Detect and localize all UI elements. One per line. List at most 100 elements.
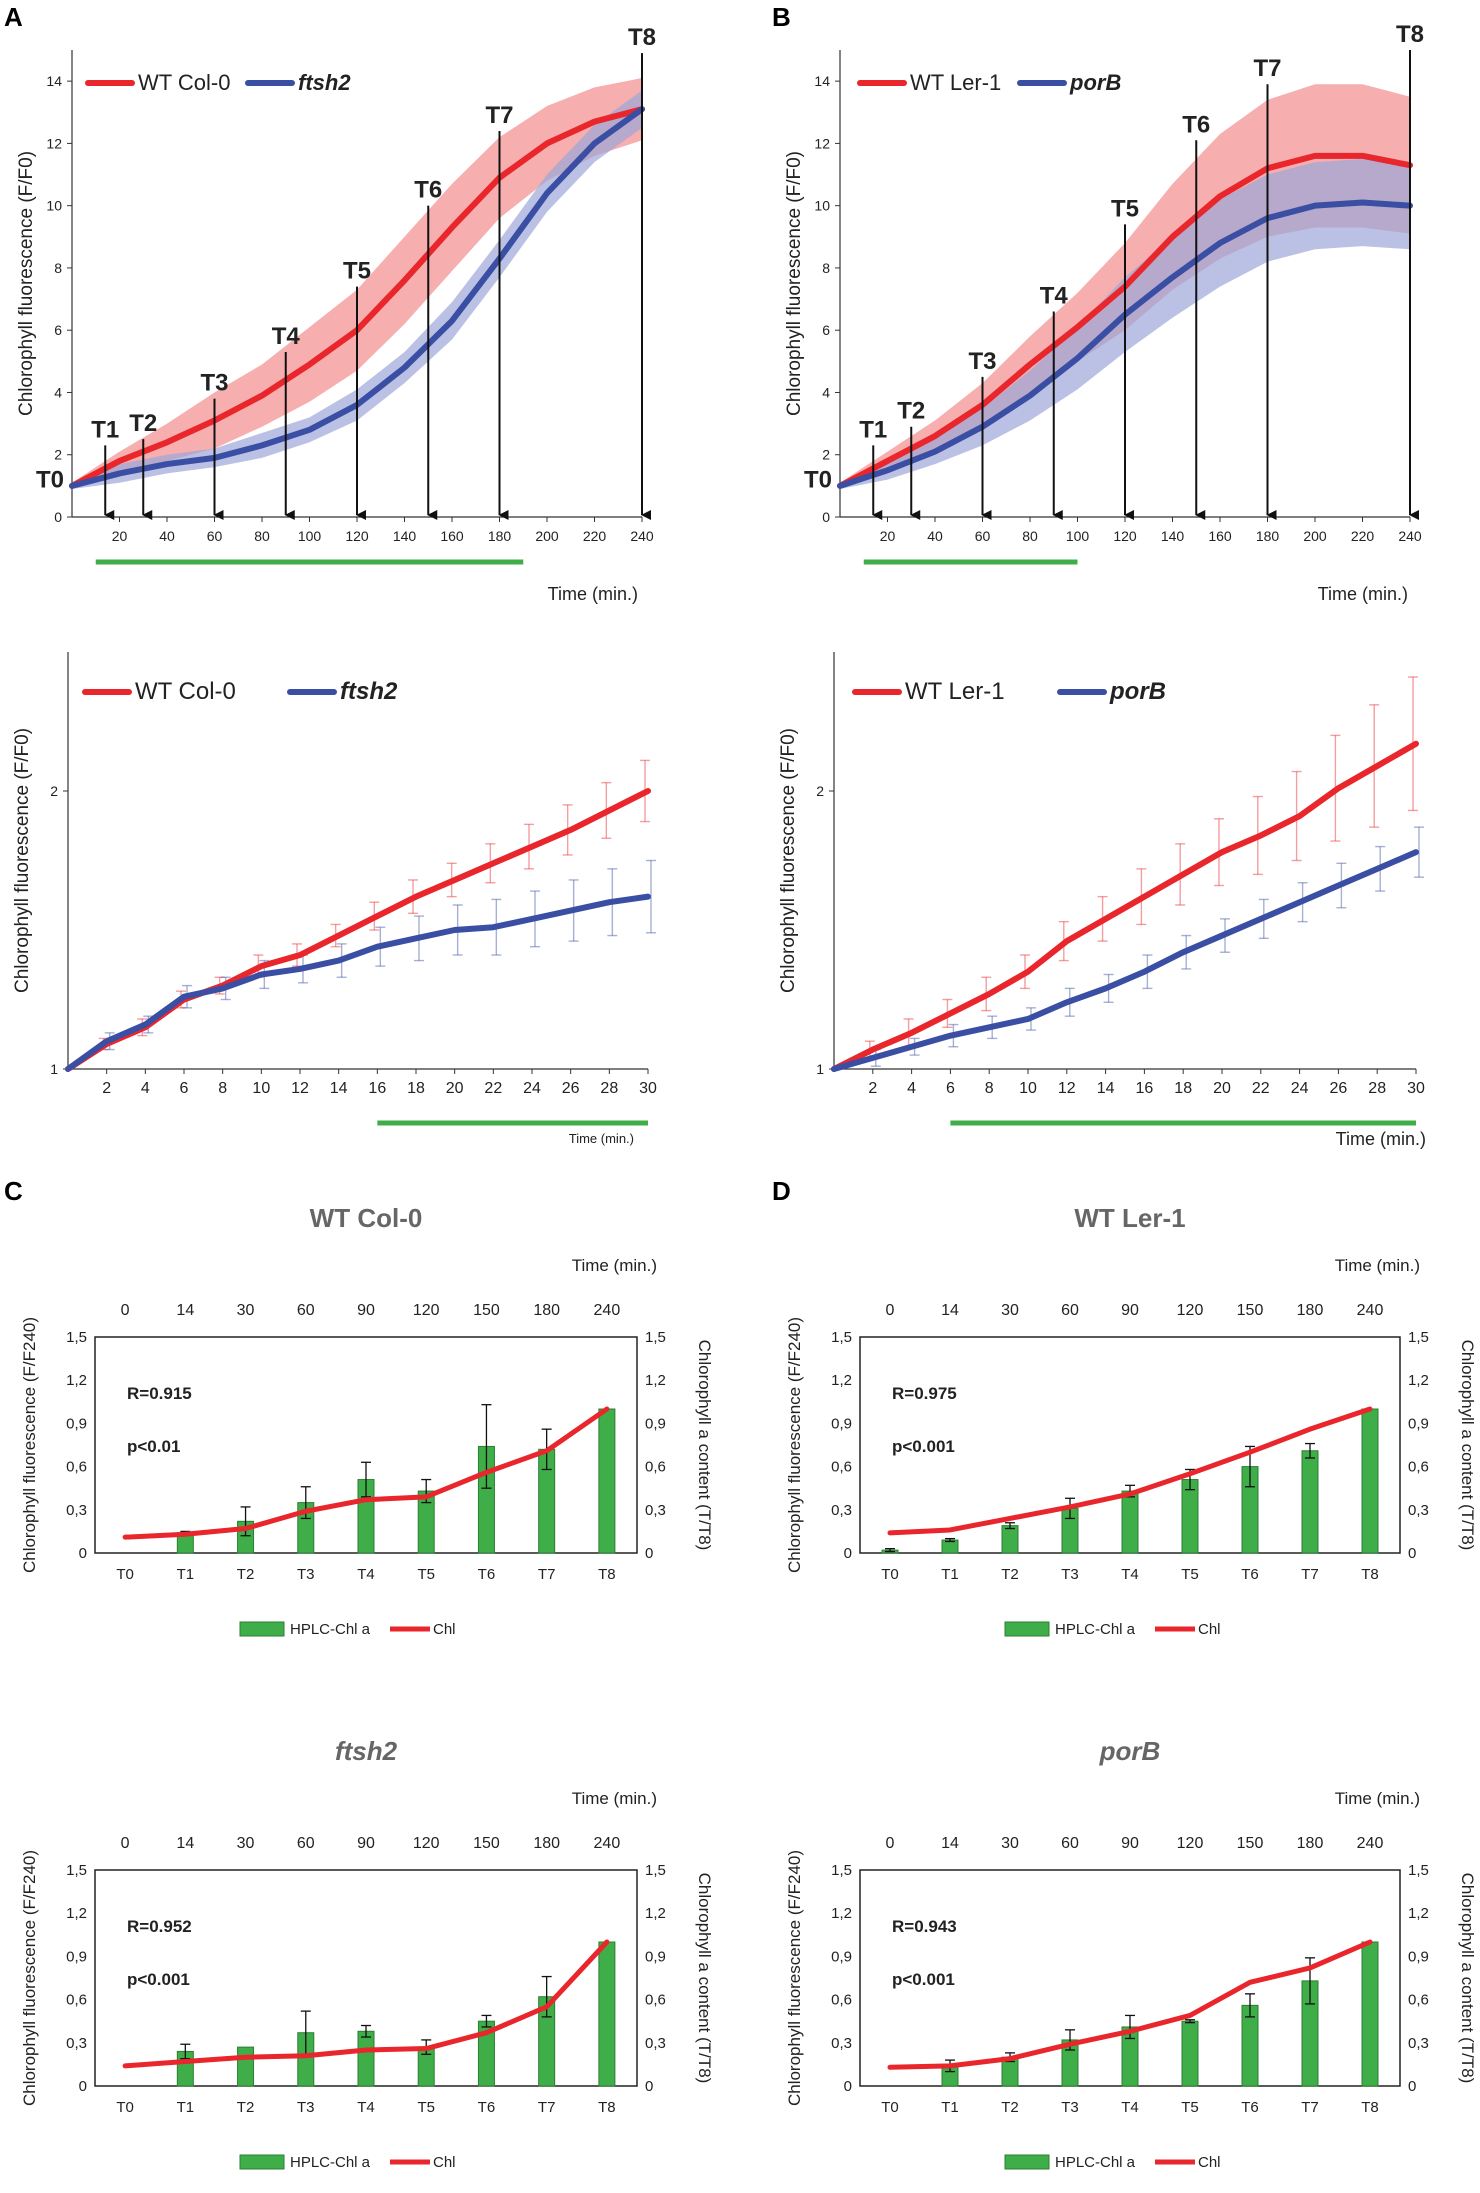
legend-label: porB [1069,70,1121,95]
bar [1301,1450,1319,1554]
x-tick-label: 18 [407,1080,425,1097]
x-tick-label: 2 [868,1080,877,1097]
top-tick-label: 14 [176,1835,194,1852]
stat-p: p<0.001 [892,1970,955,1989]
y-tick-label: 0 [54,509,62,525]
legend-label: WT Ler-1 [910,70,1001,95]
legend-swatch-bar [1004,1621,1050,1637]
series-line-wt-ler-1 [831,740,1419,1072]
timepoint-label: T5 [1111,195,1139,222]
left-tick-label: 0,9 [66,1415,87,1432]
category-label: T6 [1241,2099,1259,2116]
x-tick-label: 16 [368,1080,386,1097]
legend-label: HPLC-Chl a [1055,2154,1136,2171]
right-tick-label: 1,5 [645,1329,666,1346]
y-tick-label: 14 [46,73,62,89]
x-tick-label: 26 [562,1080,580,1097]
right-tick-label: 1,2 [1408,1905,1429,1922]
x-tick-label: 20 [880,528,896,544]
top-tick-label: 120 [413,1835,440,1852]
category-label: T0 [881,2099,899,2116]
y-axis-label: Chlorophyll fluorescence (F/F0) [784,151,805,416]
y-axis-label-right: Chlorophyll a content (T/T8) [695,1340,714,1551]
chart-title: WT Col-0 [310,1203,423,1233]
top-tick-label: 60 [1061,1835,1079,1852]
category-label: T4 [357,1566,375,1583]
left-tick-label: 1,2 [66,1372,87,1389]
top-tick-label: 14 [941,1835,959,1852]
top-tick-label: 150 [1237,1302,1264,1319]
y-tick-label: 2 [50,783,58,799]
top-tick-label: 180 [1297,1835,1324,1852]
stat-r: R=0.975 [892,1384,957,1403]
stat-r: R=0.943 [892,1917,957,1936]
x-tick-label: 6 [180,1080,189,1097]
category-label: T8 [598,1566,616,1583]
x-tick-label: 200 [535,528,559,544]
category-label: T1 [177,1566,195,1583]
category-label: T4 [1121,1566,1139,1583]
x-tick-label: 100 [298,528,322,544]
category-label: T4 [357,2099,375,2116]
top-axis-label: Time (min.) [1335,1789,1420,1808]
chart-title: porB [1099,1736,1161,1766]
category-label: T5 [1181,2099,1199,2116]
category-label: T7 [538,2099,556,2116]
category-label: T8 [1361,2099,1379,2116]
top-tick-label: 120 [413,1302,440,1319]
right-tick-label: 1,5 [645,1862,666,1879]
bar [1181,1479,1199,1554]
x-tick-label: 100 [1066,528,1090,544]
left-tick-label: 0,9 [831,1948,852,1965]
x-tick-label: 200 [1303,528,1327,544]
timepoint-label: T7 [485,102,513,129]
y-tick-label: 10 [814,198,830,214]
left-tick-label: 0 [79,2078,87,2095]
y-axis-label: Chlorophyll fluorescence (F/F0) [778,728,799,993]
legend-label: Chl [1198,2154,1221,2171]
x-tick-label: 240 [630,528,654,544]
legend-label: HPLC-Chl a [290,1621,371,1638]
y-tick-label: 2 [54,447,62,463]
left-tick-label: 1,2 [66,1905,87,1922]
timepoint-label: T8 [1396,21,1424,48]
timepoint-label: T8 [628,24,656,51]
top-tick-label: 30 [237,1302,255,1319]
right-tick-label: 0,6 [645,1992,666,2009]
x-tick-label: 80 [1022,528,1038,544]
category-label: T3 [1061,1566,1079,1583]
right-tick-label: 0,9 [645,1948,666,1965]
x-tick-label: 240 [1398,528,1422,544]
series-line-porb [831,849,1419,1072]
category-label: T2 [237,2099,255,2116]
chart-C-top: WT Col-0 Time (min.) 0 14 30 60 90 120 150 180 240… [20,1203,714,1638]
chart-B-bottom: 122 4 6 8 10 12 14 16 18 20 22 24 26 28 30Chlorophyll … [778,652,1426,1149]
top-tick-label: 240 [1357,1302,1384,1319]
y-tick-label: 4 [822,384,830,400]
x-tick-label: 24 [523,1080,541,1097]
y-tick-label: 10 [46,198,62,214]
category-label: T7 [1301,2099,1319,2116]
right-tick-label: 0 [1408,2078,1416,2095]
right-tick-label: 0 [645,2078,653,2095]
y-tick-label: 6 [822,322,830,338]
bar [1361,1408,1379,1554]
x-tick-label: 12 [291,1080,309,1097]
right-tick-label: 0,9 [645,1415,666,1432]
bar [1361,1941,1379,2087]
top-tick-label: 240 [594,1835,621,1852]
top-tick-label: 90 [1121,1302,1139,1319]
bar [357,2030,375,2087]
y-tick-label: 1 [816,1061,824,1077]
panel-label-b: B [772,2,791,32]
right-tick-label: 1,2 [645,1905,666,1922]
chl-line [122,1939,610,2069]
bar [1121,1490,1139,1554]
legend-swatch-bar [239,2154,285,2170]
x-tick-label: 60 [975,528,991,544]
chart-B-top: 0 2 4 6 8 10 12 14 20 40 60 80 100 120 140 160 180 200 220… [784,21,1424,604]
panel-label-d: D [772,1176,791,1206]
category-label: T6 [478,1566,496,1583]
top-tick-label: 120 [1177,1835,1204,1852]
category-label: T6 [478,2099,496,2116]
